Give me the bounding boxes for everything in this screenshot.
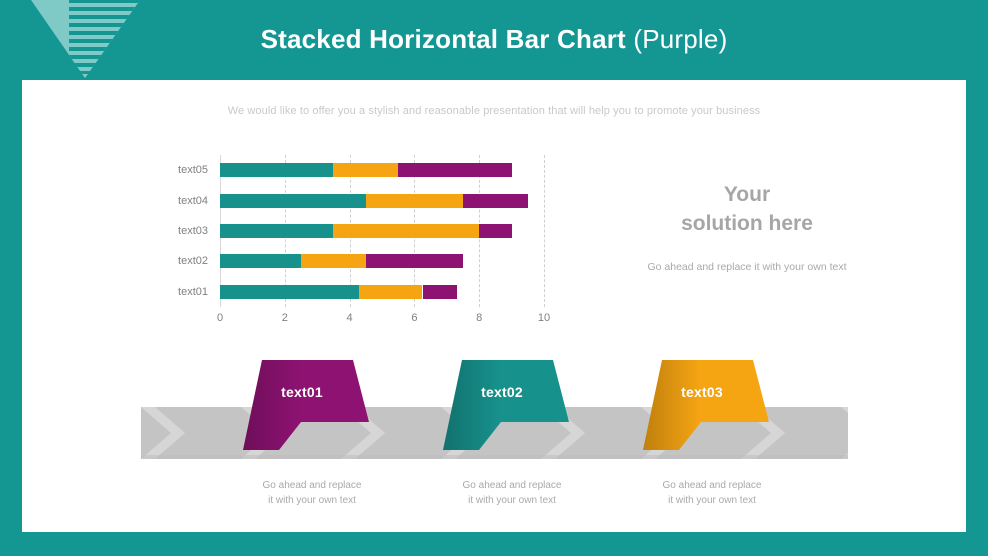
stacked-horizontal-bar-chart: text05 text04 text03 text02 text01 0 2 4 6 8 10 <box>168 155 568 335</box>
tag-caption-line1: Go ahead and replace <box>662 480 762 491</box>
chart-bar-row <box>220 224 544 238</box>
chart-bar-segment <box>398 163 512 178</box>
chart-bar-segment <box>301 254 366 269</box>
tag-caption-line1: Go ahead and replace <box>262 480 362 491</box>
chart-bar-segment <box>220 224 334 238</box>
chart-bar-row <box>220 163 544 178</box>
chart-y-axis-labels: text05 text04 text03 text02 text01 <box>168 155 214 307</box>
solution-panel-title-line2: solution here <box>681 212 813 235</box>
tag-caption-line2: it with your own text <box>668 495 756 506</box>
slide-header: Stacked Horizontal Bar Chart (Purple) <box>0 0 988 80</box>
tag-group: text01 text02 text03 <box>22 360 966 470</box>
caption-group: Go ahead and replace it with your own tex… <box>22 478 966 524</box>
page-title: Stacked Horizontal Bar Chart (Purple) <box>0 22 988 56</box>
chart-bar-row <box>220 284 544 299</box>
chart-y-axis-label: text03 <box>178 225 208 237</box>
funnel-triangle-logo-icon <box>14 0 140 78</box>
page-title-suffix: (Purple) <box>633 24 728 54</box>
chart-bar-segment <box>365 193 463 208</box>
chart-bar-row <box>220 254 544 269</box>
chart-bar-segment <box>220 193 366 208</box>
chart-y-axis-label: text02 <box>178 255 208 268</box>
chart-bar-segment <box>333 224 480 238</box>
tag-caption-line2: it with your own text <box>268 495 356 506</box>
chart-x-tick-label: 6 <box>411 312 418 324</box>
tag-caption: Go ahead and replace it with your own tex… <box>212 478 412 508</box>
tag-text01[interactable]: text01 <box>229 360 375 450</box>
chart-y-axis-label: text04 <box>178 194 208 207</box>
chart-x-tick-label: 10 <box>537 312 551 324</box>
chart-bar-segment <box>479 224 512 238</box>
tag-text03[interactable]: text03 <box>629 360 775 450</box>
solution-panel: Your solution here Go ahead and replace … <box>582 180 912 275</box>
chart-x-tick-label: 8 <box>476 312 483 324</box>
chart-plot-area <box>220 155 545 307</box>
tag-label: text01 <box>281 384 323 400</box>
chart-bar-segment <box>359 284 423 299</box>
chart-x-axis-ticks: 0 2 4 6 8 10 <box>217 311 550 327</box>
chart-bar-segment <box>220 284 360 299</box>
chart-gridline <box>544 155 545 307</box>
tag-caption-line2: it with your own text <box>468 495 556 506</box>
chart-bar-segment <box>220 254 301 269</box>
tag-caption-line1: Go ahead and replace <box>462 480 562 491</box>
subtitle-text: We would like to offer you a stylish and… <box>227 105 761 117</box>
chart-x-tick-label: 2 <box>281 312 288 324</box>
tag-label: text03 <box>681 384 723 400</box>
chart-y-axis-label: text01 <box>178 285 208 298</box>
tag-label: text02 <box>481 384 523 400</box>
chart-bar-segment <box>333 163 399 178</box>
tag-caption: Go ahead and replace it with your own tex… <box>612 478 812 508</box>
chart-bar-segment <box>422 284 457 299</box>
chart-y-axis-label: text05 <box>178 164 208 177</box>
chart-x-tick-label: 4 <box>346 312 353 324</box>
chart-bar-row <box>220 193 544 208</box>
tag-caption: Go ahead and replace it with your own tex… <box>412 478 612 508</box>
slide-body: We would like to offer you a stylish and… <box>22 80 966 532</box>
chart-bar-segment <box>365 254 463 269</box>
solution-panel-title: Your solution here <box>582 180 912 238</box>
chart-bar-segment <box>463 193 528 208</box>
solution-panel-title-line1: Your <box>723 183 771 206</box>
chart-bar-segment <box>220 163 334 178</box>
tag-text02[interactable]: text02 <box>429 360 575 450</box>
chart-x-tick-label: 0 <box>216 312 224 324</box>
solution-panel-subtitle: Go ahead and replace it with your own te… <box>647 261 847 273</box>
page-title-main: Stacked Horizontal Bar Chart <box>260 24 626 54</box>
